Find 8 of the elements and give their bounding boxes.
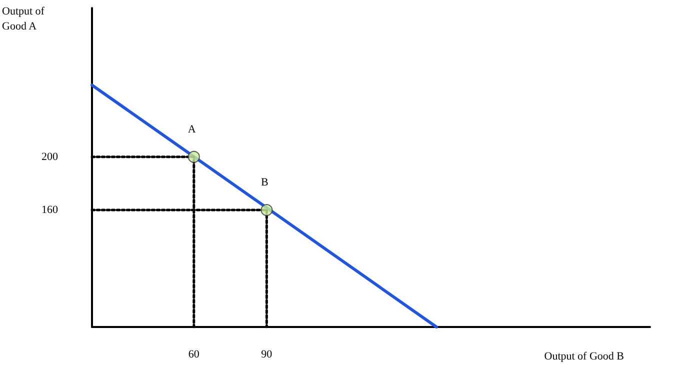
y-tick-label: 200 bbox=[42, 150, 58, 163]
annotation: A bbox=[188, 123, 196, 136]
x-tick-label: 60 bbox=[188, 348, 200, 360]
x-axis-title: Output of Good B bbox=[544, 350, 624, 362]
y-tick-label: 160 bbox=[42, 204, 58, 216]
y-axis-title: Output of Good A bbox=[2, 6, 48, 32]
x-tick-label: 90 bbox=[261, 348, 273, 360]
annotation: B bbox=[261, 176, 268, 189]
